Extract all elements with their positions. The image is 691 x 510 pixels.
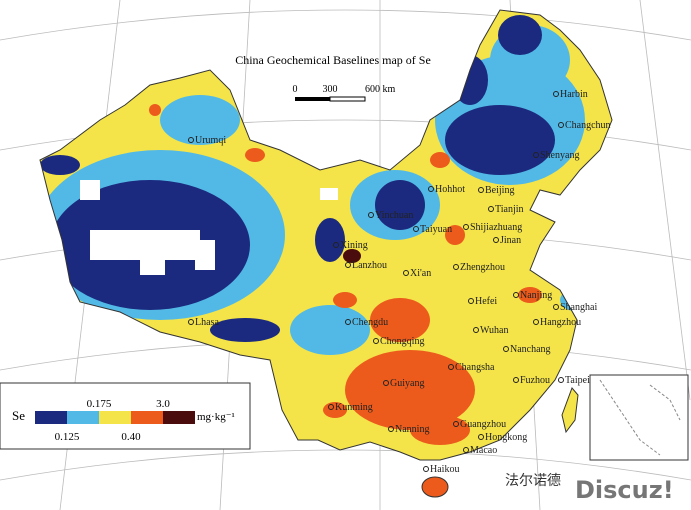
city-dot xyxy=(463,447,469,453)
city-dot xyxy=(403,270,409,276)
city-dot xyxy=(448,364,454,370)
city-label: Nanning xyxy=(395,424,429,435)
city-label: Changsha xyxy=(455,362,495,373)
city-dot xyxy=(533,319,539,325)
city-label: Jinan xyxy=(500,235,521,246)
city-dot xyxy=(533,152,539,158)
city-dot xyxy=(345,262,351,268)
city-label: Wuhan xyxy=(480,325,508,336)
scale-label: 0 xyxy=(293,84,298,95)
city-label: Chengdu xyxy=(352,317,388,328)
city-label: Kunming xyxy=(335,402,373,413)
city-dot xyxy=(478,434,484,440)
city-label: Xining xyxy=(340,240,368,251)
legend-break: 3.0 xyxy=(156,398,170,410)
city-dot xyxy=(388,426,394,432)
city-dot xyxy=(513,292,519,298)
city-dot xyxy=(188,137,194,143)
inset xyxy=(589,374,689,461)
city-dot xyxy=(453,264,459,270)
city-dot xyxy=(553,304,559,310)
border xyxy=(39,9,613,461)
city-label: Guiyang xyxy=(390,378,424,389)
city-label: Harbin xyxy=(560,89,588,100)
city-label: Taipei xyxy=(565,375,590,386)
watermark: 法尔诺德 Discuz! xyxy=(505,473,674,504)
city-label: Hefei xyxy=(475,296,497,307)
cities: Harbin Changchun Shenyang Urumqi Hohhot Beiji… xyxy=(188,89,611,475)
city-label: Fuzhou xyxy=(520,375,550,386)
city-label: Lanzhou xyxy=(352,260,387,271)
city-dot xyxy=(413,226,419,232)
city-dot xyxy=(553,91,559,97)
city-label: Nanjing xyxy=(520,290,552,301)
city-dot xyxy=(493,237,499,243)
city-label: Lhasa xyxy=(195,317,219,328)
legend-swatch xyxy=(35,411,67,424)
city-label: Hongkong xyxy=(485,432,527,443)
watermark-brand: Discuz! xyxy=(575,476,674,504)
city-label: Guangzhou xyxy=(460,419,506,430)
legend: Se mg·kg⁻¹ 0.175 3.0 0.125 0.40 xyxy=(0,382,251,450)
hainan xyxy=(421,476,449,498)
city-dot xyxy=(473,327,479,333)
city-dot xyxy=(328,404,334,410)
city-label: Xi'an xyxy=(410,268,431,279)
city-label: Nanchang xyxy=(510,344,551,355)
city-dot xyxy=(453,421,459,427)
scale-label: 600 km xyxy=(365,84,396,95)
scale-label: 300 xyxy=(323,84,338,95)
city-label: Hangzhou xyxy=(540,317,581,328)
scale-bar: 0 300 600 km xyxy=(293,84,396,102)
city-dot xyxy=(423,466,429,472)
city-dot xyxy=(368,212,374,218)
city-dot xyxy=(383,380,389,386)
city-dot xyxy=(513,377,519,383)
legend-swatch xyxy=(67,411,99,424)
city-label: Taiyuan xyxy=(420,224,452,235)
city-label: Tianjin xyxy=(495,204,524,215)
legend-swatch xyxy=(163,411,195,424)
city-label: Urumqi xyxy=(195,135,226,146)
city-dot xyxy=(478,187,484,193)
city-dot xyxy=(558,122,564,128)
city-dot xyxy=(428,186,434,192)
legend-swatch xyxy=(99,411,131,424)
city-dot xyxy=(373,338,379,344)
legend-swatch xyxy=(131,411,163,424)
map-title: China Geochemical Baselines map of Se xyxy=(235,53,431,67)
city-dot xyxy=(558,377,564,383)
city-dot xyxy=(463,224,469,230)
city-label: Zhengzhou xyxy=(460,262,505,273)
legend-break: 0.125 xyxy=(55,431,80,443)
city-dot xyxy=(345,319,351,325)
city-label: Changchun xyxy=(565,120,611,131)
city-label: Yinchuan xyxy=(375,210,413,221)
watermark-text: 法尔诺德 xyxy=(505,473,561,489)
city-dot xyxy=(188,319,194,325)
legend-break: 0.40 xyxy=(121,431,141,443)
city-label: Haikou xyxy=(430,464,459,475)
legend-label: Se xyxy=(12,408,25,423)
taiwan xyxy=(561,387,579,434)
city-dot xyxy=(488,206,494,212)
city-label: Shenyang xyxy=(540,150,579,161)
city-dot xyxy=(333,242,339,248)
legend-break: 0.175 xyxy=(87,398,112,410)
city-label: Beijing xyxy=(485,185,514,196)
city-label: Shijiazhuang xyxy=(470,222,522,233)
city-label: Chongqing xyxy=(380,336,424,347)
city-label: Hohhot xyxy=(435,184,465,195)
legend-unit: mg·kg⁻¹ xyxy=(197,411,235,423)
city-dot xyxy=(468,298,474,304)
city-label: Shanghai xyxy=(560,302,597,313)
city-dot xyxy=(503,346,509,352)
city-label: Macao xyxy=(470,445,497,456)
